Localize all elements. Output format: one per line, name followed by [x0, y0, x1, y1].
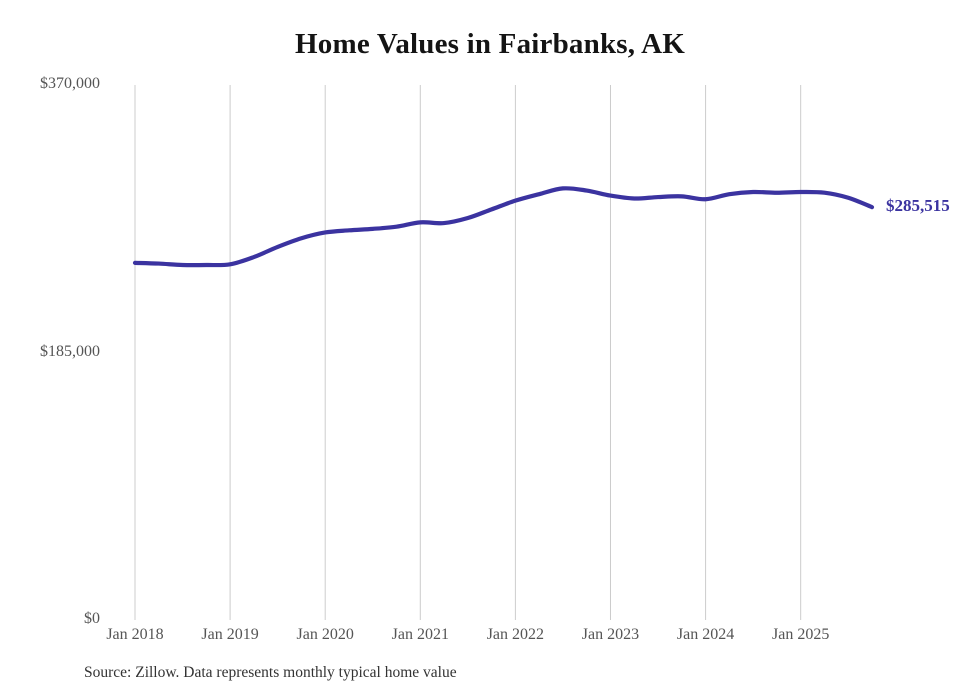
y-axis-tick: $0 [0, 610, 100, 630]
plot-area [132, 85, 875, 620]
x-axis-tick-label-2020: Jan 2020 [296, 626, 354, 643]
series-line-typical-home-value [132, 186, 875, 268]
x-axis-tick-label-2019: Jan 2019 [201, 626, 259, 643]
source-footnote: Source: Zillow. Data represents monthly … [84, 664, 457, 681]
y-axis-tick: $185,000 [0, 343, 100, 363]
x-axis-tick-label-2022: Jan 2022 [486, 626, 545, 643]
x-axis-tick-label-2021: Jan 2021 [391, 626, 449, 643]
gridlines-group [134, 85, 802, 620]
line-chart-canvas [132, 85, 875, 620]
x-axis-tick-label-2025: Jan 2025 [772, 626, 830, 643]
endpoint-value-label: $285,515 [886, 196, 950, 216]
x-axis-tick-label-2023: Jan 2023 [581, 626, 640, 643]
y-axis-tick-label: $185,000 [40, 342, 100, 360]
y-axis-tick: $370,000 [0, 75, 100, 95]
page-title: Home Values in Fairbanks, AK [295, 28, 685, 60]
x-axis-tick-label-2024: Jan 2024 [676, 626, 735, 643]
x-axis-tick-label-2018: Jan 2018 [106, 626, 164, 643]
y-axis-tick-label: $0 [84, 610, 100, 627]
y-axis-tick-label: $370,000 [40, 75, 100, 92]
series-group [132, 186, 875, 268]
